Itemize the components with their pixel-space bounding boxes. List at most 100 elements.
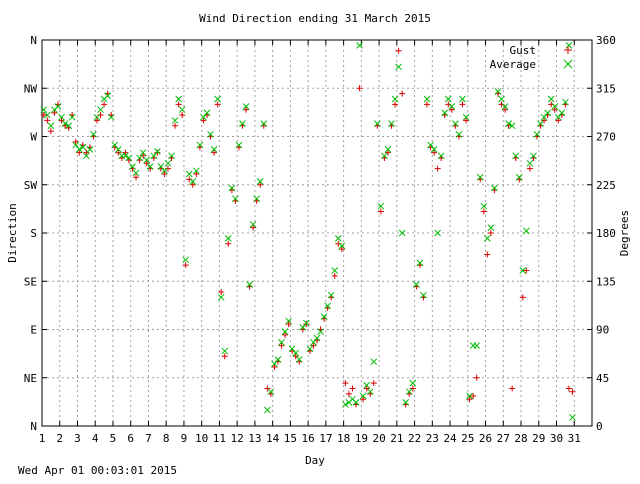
gust-point	[459, 101, 466, 108]
gust-point	[370, 380, 377, 387]
gust-point	[278, 342, 285, 349]
footer-timestamp: Wed Apr 01 00:03:01 2015	[18, 464, 177, 477]
gust-point	[115, 149, 122, 156]
average-point	[185, 170, 193, 178]
average-point	[43, 111, 51, 119]
y-tick-label-right: 225	[596, 179, 616, 192]
gust-point	[154, 149, 161, 156]
average-point	[565, 42, 573, 49]
gust-point	[555, 117, 562, 124]
average-point	[366, 388, 374, 396]
average-point	[122, 152, 129, 160]
average-point	[153, 148, 161, 155]
y-tick-label-right: 360	[596, 34, 616, 47]
average-point	[377, 202, 385, 210]
gust-point	[484, 251, 491, 258]
average-point	[338, 242, 346, 250]
average-point	[334, 235, 342, 242]
x-tick-label: 16	[302, 432, 315, 445]
average-point	[271, 360, 278, 368]
average-point	[310, 339, 317, 346]
x-tick-label: 29	[532, 432, 545, 445]
y-tick-label-left: E	[30, 324, 37, 337]
gust-point	[218, 288, 225, 295]
x-tick-label: 23	[426, 432, 439, 445]
average-point	[86, 146, 94, 153]
average-point	[242, 103, 250, 110]
chart-title: Wind Direction ending 31 March 2015	[199, 12, 431, 25]
average-point	[47, 122, 55, 130]
average-point	[498, 95, 505, 103]
average-point	[193, 167, 200, 175]
average-point	[324, 302, 331, 310]
average-point	[288, 345, 296, 353]
average-point	[569, 414, 576, 421]
gust-point	[463, 117, 470, 124]
average-point	[278, 339, 285, 346]
gust-point	[47, 128, 54, 135]
average-point	[494, 88, 502, 95]
gust-point	[40, 112, 47, 119]
average-point	[515, 173, 523, 181]
average-point	[157, 163, 165, 170]
average-point	[434, 229, 441, 237]
average-point	[274, 356, 282, 363]
gust-point	[122, 149, 129, 156]
x-tick-label: 15	[284, 432, 297, 445]
average-point	[395, 63, 402, 71]
gust-point	[250, 224, 257, 231]
average-point	[448, 103, 456, 110]
gust-point	[172, 122, 179, 129]
average-point	[139, 149, 147, 156]
y-tick-label-left: NE	[24, 372, 37, 385]
average-point	[381, 152, 388, 160]
average-point	[526, 159, 534, 167]
average-point	[384, 146, 392, 153]
x-tick-label: 21	[390, 432, 403, 445]
average-point	[508, 122, 516, 130]
average-point	[483, 235, 491, 242]
average-point	[107, 113, 115, 121]
gust-point	[377, 208, 384, 215]
x-tick-label: 31	[568, 432, 581, 445]
gust-point	[473, 374, 480, 381]
average-point	[547, 95, 555, 103]
gust-point	[395, 47, 402, 54]
legend-label: Gust	[510, 44, 537, 57]
average-point	[303, 319, 310, 327]
average-point	[363, 381, 371, 389]
average-point	[299, 324, 307, 331]
y-tick-label-left: SW	[24, 179, 38, 192]
average-point	[512, 152, 520, 160]
x-tick-label: 3	[74, 432, 81, 445]
gust-point	[221, 353, 228, 360]
average-point	[452, 120, 459, 127]
average-point	[246, 281, 253, 288]
y-tick-label-right: 180	[596, 227, 616, 240]
gust-point	[161, 171, 168, 178]
gust-point	[243, 106, 250, 113]
gust-point	[565, 385, 572, 392]
gust-point	[448, 106, 455, 113]
average-point	[562, 98, 569, 106]
y-tick-label-right: 315	[596, 82, 616, 95]
y-axis-label-left: Direction	[6, 203, 19, 263]
gust-point	[342, 380, 349, 387]
average-point	[207, 131, 214, 138]
average-point	[342, 401, 349, 408]
x-tick-label: 12	[231, 432, 244, 445]
average-point	[143, 156, 151, 164]
average-point	[40, 106, 48, 114]
average-point	[327, 291, 335, 299]
average-point	[281, 328, 289, 335]
gust-point	[211, 149, 218, 156]
average-point	[114, 146, 122, 153]
average-point	[413, 281, 420, 288]
gust-point	[257, 181, 264, 188]
gust-point	[487, 230, 494, 236]
x-tick-label: 13	[248, 432, 261, 445]
average-point	[356, 42, 363, 49]
average-point	[54, 103, 62, 110]
gust-point	[399, 90, 406, 97]
